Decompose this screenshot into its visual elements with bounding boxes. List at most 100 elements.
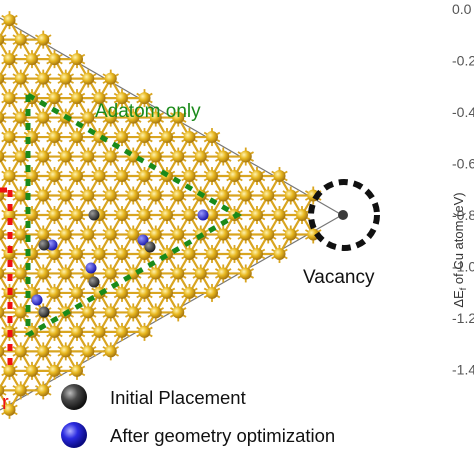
gold-atom <box>3 53 16 66</box>
gold-atom <box>116 131 128 144</box>
gold-atom <box>149 267 162 280</box>
gold-atom <box>48 209 61 221</box>
gold-atom <box>104 111 117 124</box>
gold-atom <box>14 267 27 280</box>
gold-atom <box>3 92 16 105</box>
optimized-atom <box>85 262 97 274</box>
gold-atom <box>104 189 117 202</box>
gold-atom <box>82 345 95 358</box>
gold-atom <box>3 131 16 144</box>
gold-atom <box>172 306 185 319</box>
legend-after-label: After geometry optimization <box>110 425 335 446</box>
gold-atom <box>48 131 61 144</box>
gold-atom <box>239 150 252 163</box>
initial-atom <box>38 306 50 318</box>
axis-tick-label: -0.2 <box>452 53 474 69</box>
gold-atom <box>82 189 95 202</box>
gold-atom <box>14 228 27 241</box>
gold-atom <box>217 189 230 202</box>
gold-atom <box>273 209 286 221</box>
gold-atom <box>284 189 297 202</box>
gold-atom <box>82 150 95 163</box>
gold-atom <box>194 150 207 163</box>
gold-atom <box>206 131 218 144</box>
legend-initial-icon <box>61 384 87 410</box>
adatom-region-outline <box>25 92 243 338</box>
optimized-atom <box>31 294 43 306</box>
gold-atom <box>138 325 151 338</box>
gold-atom <box>172 111 185 124</box>
optimized-atom <box>197 209 209 221</box>
gold-atom <box>37 150 50 163</box>
gold-atom <box>48 325 61 338</box>
gold-atom <box>149 150 162 163</box>
gold-atom <box>138 92 151 105</box>
gold-atom <box>239 267 252 280</box>
gold-atom <box>48 364 61 377</box>
energy-axis: ΔEf of Cu atom (eV) 0.0 -0.2 -0.4 -0.6 -0.8 -… <box>451 1 474 378</box>
vacancy-label: Vacancy <box>303 267 375 288</box>
gold-atom <box>206 209 218 221</box>
gold-atom <box>127 306 140 319</box>
gold-atom <box>37 228 50 241</box>
gold-atom <box>116 92 128 105</box>
gold-atom <box>0 228 5 241</box>
gold-atom <box>82 111 95 124</box>
axis-tick-label: -0.4 <box>452 104 474 120</box>
lattice-bonds <box>0 11 322 419</box>
gold-atom <box>127 111 140 124</box>
gold-atom <box>104 345 117 358</box>
gold-atom <box>239 228 252 241</box>
gold-atom <box>48 170 61 183</box>
gold-atom <box>251 247 263 260</box>
gold-atom <box>71 364 83 377</box>
gold-atom <box>284 228 297 241</box>
gold-atom <box>48 53 61 66</box>
axis-tick-label: -1.2 <box>452 310 474 326</box>
gold-atom <box>0 111 5 124</box>
axis-tick-label: 0.0 <box>452 1 472 17</box>
gold-atom <box>116 247 128 260</box>
gold-atom <box>14 345 27 358</box>
gold-atom <box>104 228 117 241</box>
gold-atom <box>71 247 83 260</box>
gold-atom <box>138 170 151 183</box>
gold-atom <box>93 325 106 338</box>
initial-atom <box>144 241 156 253</box>
gold-atom <box>194 267 207 280</box>
axis-title: ΔEf of Cu atom (eV) <box>451 192 468 307</box>
gold-atom <box>149 189 162 202</box>
gold-atom <box>82 306 95 319</box>
gold-atom <box>3 14 16 27</box>
cut-letter-label: r <box>2 392 9 414</box>
gold-atom <box>37 72 50 85</box>
gold-atom <box>138 209 151 221</box>
gold-atom <box>0 306 5 319</box>
gold-atom <box>116 170 128 183</box>
gold-atom <box>0 384 5 397</box>
gold-atom <box>251 170 263 183</box>
gold-atom <box>14 189 27 202</box>
gold-atom <box>262 189 275 202</box>
gold-atom <box>82 228 95 241</box>
axis-tick-label: -1.4 <box>452 362 474 378</box>
gold-atom <box>48 247 61 260</box>
gold-atom <box>296 209 308 221</box>
placement-markers <box>31 209 209 318</box>
gold-atom <box>161 131 173 144</box>
gold-atom <box>0 267 5 280</box>
axis-tick-label: -0.8 <box>452 207 474 223</box>
gold-atom <box>14 33 27 46</box>
gold-atom <box>172 150 185 163</box>
gold-atom <box>14 384 27 397</box>
gold-atom <box>59 150 72 163</box>
gold-atom <box>37 384 50 397</box>
gold-atom <box>48 286 61 299</box>
gold-atom <box>228 170 241 183</box>
gold-atom <box>239 189 252 202</box>
gold-atom <box>26 53 38 66</box>
adatom-only-label: Adatom only <box>95 101 201 122</box>
gold-atom <box>104 267 117 280</box>
gold-atom <box>93 170 106 183</box>
